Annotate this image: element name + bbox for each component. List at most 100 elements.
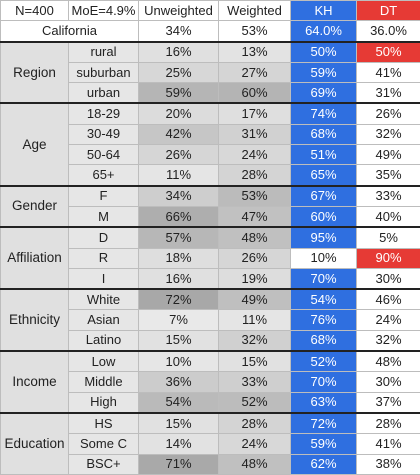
category-label: Education <box>1 413 69 474</box>
unweighted-value: 16% <box>139 268 219 289</box>
subgroup-label: Low <box>69 351 139 372</box>
category-label: Affiliation <box>1 227 69 289</box>
kh-value: 69% <box>291 83 357 104</box>
sample-size: N=400 <box>1 1 69 21</box>
unweighted-value: 36% <box>139 372 219 392</box>
weighted-value: 32% <box>219 330 291 351</box>
weighted-value: 28% <box>219 413 291 434</box>
weighted-value: 28% <box>219 165 291 186</box>
unweighted-value: 57% <box>139 227 219 248</box>
dt-value: 41% <box>357 62 420 82</box>
weighted-value: 27% <box>219 62 291 82</box>
weighted-value: 53% <box>219 186 291 207</box>
margin-of-error: MoE=4.9% <box>69 1 139 21</box>
california-row: California 34% 53% 64.0% 36.0% <box>1 21 420 42</box>
subgroup-label: White <box>69 289 139 310</box>
california-kh: 64.0% <box>291 21 357 42</box>
unweighted-value: 20% <box>139 103 219 124</box>
dt-value: 38% <box>357 454 420 474</box>
unweighted-value: 15% <box>139 330 219 351</box>
subgroup-label: 18-29 <box>69 103 139 124</box>
dt-value: 5% <box>357 227 420 248</box>
kh-value: 62% <box>291 454 357 474</box>
dt-value: 90% <box>357 248 420 268</box>
kh-value: 54% <box>291 289 357 310</box>
weighted-value: 33% <box>219 372 291 392</box>
dt-value: 48% <box>357 351 420 372</box>
dt-value: 35% <box>357 165 420 186</box>
category-label: Region <box>1 42 69 104</box>
weighted-value: 11% <box>219 310 291 330</box>
dt-value: 28% <box>357 413 420 434</box>
weighted-value: 26% <box>219 248 291 268</box>
subgroup-label: Some C <box>69 434 139 454</box>
unweighted-value: 14% <box>139 434 219 454</box>
california-weighted: 53% <box>219 21 291 42</box>
kh-value: 72% <box>291 413 357 434</box>
unweighted-header: Unweighted <box>139 1 219 21</box>
weighted-value: 48% <box>219 227 291 248</box>
unweighted-value: 66% <box>139 206 219 227</box>
unweighted-value: 18% <box>139 248 219 268</box>
unweighted-value: 34% <box>139 186 219 207</box>
weighted-value: 47% <box>219 206 291 227</box>
unweighted-value: 11% <box>139 165 219 186</box>
kh-value: 70% <box>291 268 357 289</box>
header-row: N=400 MoE=4.9% Unweighted Weighted KH DT <box>1 1 420 21</box>
unweighted-value: 7% <box>139 310 219 330</box>
weighted-value: 24% <box>219 145 291 165</box>
weighted-header: Weighted <box>219 1 291 21</box>
unweighted-value: 10% <box>139 351 219 372</box>
kh-value: 76% <box>291 310 357 330</box>
dt-value: 37% <box>357 392 420 413</box>
subgroup-label: suburban <box>69 62 139 82</box>
subgroup-label: 50-64 <box>69 145 139 165</box>
dt-value: 32% <box>357 330 420 351</box>
dt-value: 49% <box>357 145 420 165</box>
category-label: Gender <box>1 186 69 228</box>
weighted-value: 31% <box>219 124 291 144</box>
dt-header: DT <box>357 1 420 21</box>
kh-value: 74% <box>291 103 357 124</box>
kh-value: 63% <box>291 392 357 413</box>
subgroup-label: Asian <box>69 310 139 330</box>
dt-value: 32% <box>357 124 420 144</box>
subgroup-label: D <box>69 227 139 248</box>
weighted-value: 48% <box>219 454 291 474</box>
subgroup-label: urban <box>69 83 139 104</box>
kh-value: 10% <box>291 248 357 268</box>
subgroup-label: HS <box>69 413 139 434</box>
subgroup-label: F <box>69 186 139 207</box>
unweighted-value: 15% <box>139 413 219 434</box>
weighted-value: 13% <box>219 42 291 63</box>
kh-value: 68% <box>291 330 357 351</box>
subgroup-label: 30-49 <box>69 124 139 144</box>
dt-value: 30% <box>357 372 420 392</box>
unweighted-value: 25% <box>139 62 219 82</box>
subgroup-label: BSC+ <box>69 454 139 474</box>
kh-value: 95% <box>291 227 357 248</box>
california-label: California <box>1 21 139 42</box>
kh-value: 70% <box>291 372 357 392</box>
weighted-value: 15% <box>219 351 291 372</box>
subgroup-label: I <box>69 268 139 289</box>
category-label: Income <box>1 351 69 413</box>
california-unweighted: 34% <box>139 21 219 42</box>
dt-value: 41% <box>357 434 420 454</box>
dt-value: 50% <box>357 42 420 63</box>
category-label: Ethnicity <box>1 289 69 351</box>
weighted-value: 17% <box>219 103 291 124</box>
dt-value: 46% <box>357 289 420 310</box>
unweighted-value: 71% <box>139 454 219 474</box>
dt-value: 24% <box>357 310 420 330</box>
subgroup-label: R <box>69 248 139 268</box>
